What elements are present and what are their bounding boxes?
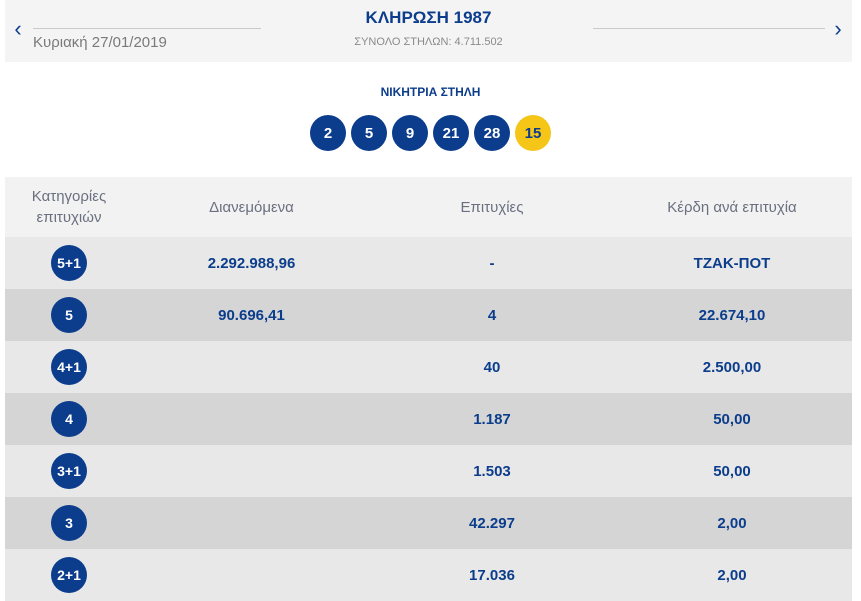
draw-title: ΚΛΗΡΩΣΗ 1987 <box>365 8 492 27</box>
category-badge: 4 <box>51 401 87 437</box>
prize-cell: ΤΖΑΚ-ΠΟΤ <box>693 254 771 272</box>
winners-cell: 17.036 <box>469 566 515 584</box>
table-row: 3 42.297 2,00 <box>5 497 852 549</box>
winners-cell: 1.503 <box>473 462 511 480</box>
prize-cell: 22.674,10 <box>698 306 766 324</box>
distributed-cell: 90.696,41 <box>218 306 285 324</box>
winning-numbers: 2 5 9 21 28 15 <box>0 115 861 151</box>
header-winners: Επιτυχίες <box>460 198 524 216</box>
chevron-left-icon[interactable]: ‹ <box>14 16 22 41</box>
winners-cell: 1.187 <box>473 410 511 428</box>
category-badge: 5 <box>51 297 87 333</box>
category-badge: 4+1 <box>51 349 87 385</box>
divider <box>593 28 825 29</box>
winning-column-label: ΝΙΚΗΤΡΙΑ ΣΤΗΛΗ <box>380 85 481 99</box>
winners-cell: 42.297 <box>469 514 515 532</box>
distributed-cell: 2.292.988,96 <box>207 254 296 272</box>
divider <box>33 28 261 29</box>
table-row: 5+1 2.292.988,96 - ΤΖΑΚ-ΠΟΤ <box>5 237 852 289</box>
winning-ball: 28 <box>474 115 510 151</box>
prize-table: Κατηγορίες επιτυχιών Διανεμόμενα Επιτυχί… <box>5 177 852 601</box>
table-row: 4 1.187 50,00 <box>5 393 852 445</box>
prize-cell: 2.500,00 <box>702 358 762 376</box>
table-row: 4+1 40 2.500,00 <box>5 341 852 393</box>
table-row: 5 90.696,41 4 22.674,10 <box>5 289 852 341</box>
header-prize: Κέρδη ανά επιτυχία <box>667 198 797 216</box>
winners-cell: 4 <box>487 306 497 324</box>
winning-ball: 2 <box>310 115 346 151</box>
category-badge: 5+1 <box>51 245 87 281</box>
winners-cell: 40 <box>483 358 501 376</box>
header-distributed: Διανεμόμενα <box>209 198 294 216</box>
table-row: 3+1 1.503 50,00 <box>5 445 852 497</box>
prize-cell: 50,00 <box>713 462 751 480</box>
prize-cell: 50,00 <box>713 410 751 428</box>
winning-ball: 5 <box>351 115 387 151</box>
chevron-right-icon[interactable]: › <box>834 16 842 41</box>
prize-cell: 2,00 <box>717 566 747 584</box>
total-columns: ΣΥΝΟΛΟ ΣΤΗΛΩΝ: 4.711.502 <box>354 36 503 48</box>
draw-header: ‹ Κυριακή 27/01/2019 ΚΛΗΡΩΣΗ 1987 ΣΥΝΟΛΟ… <box>5 0 852 62</box>
winning-ball: 9 <box>392 115 428 151</box>
category-badge: 3+1 <box>51 453 87 489</box>
category-badge: 3 <box>51 505 87 541</box>
winning-ball: 21 <box>433 115 469 151</box>
winners-cell: - <box>489 254 495 272</box>
draw-date: Κυριακή 27/01/2019 <box>33 34 167 51</box>
table-row: 2+1 17.036 2,00 <box>5 549 852 601</box>
table-header: Κατηγορίες επιτυχιών Διανεμόμενα Επιτυχί… <box>5 177 852 237</box>
category-badge: 2+1 <box>51 557 87 593</box>
prize-cell: 2,00 <box>717 514 747 532</box>
joker-ball: 15 <box>515 115 551 151</box>
header-category: Κατηγορίες επιτυχιών <box>31 188 107 226</box>
